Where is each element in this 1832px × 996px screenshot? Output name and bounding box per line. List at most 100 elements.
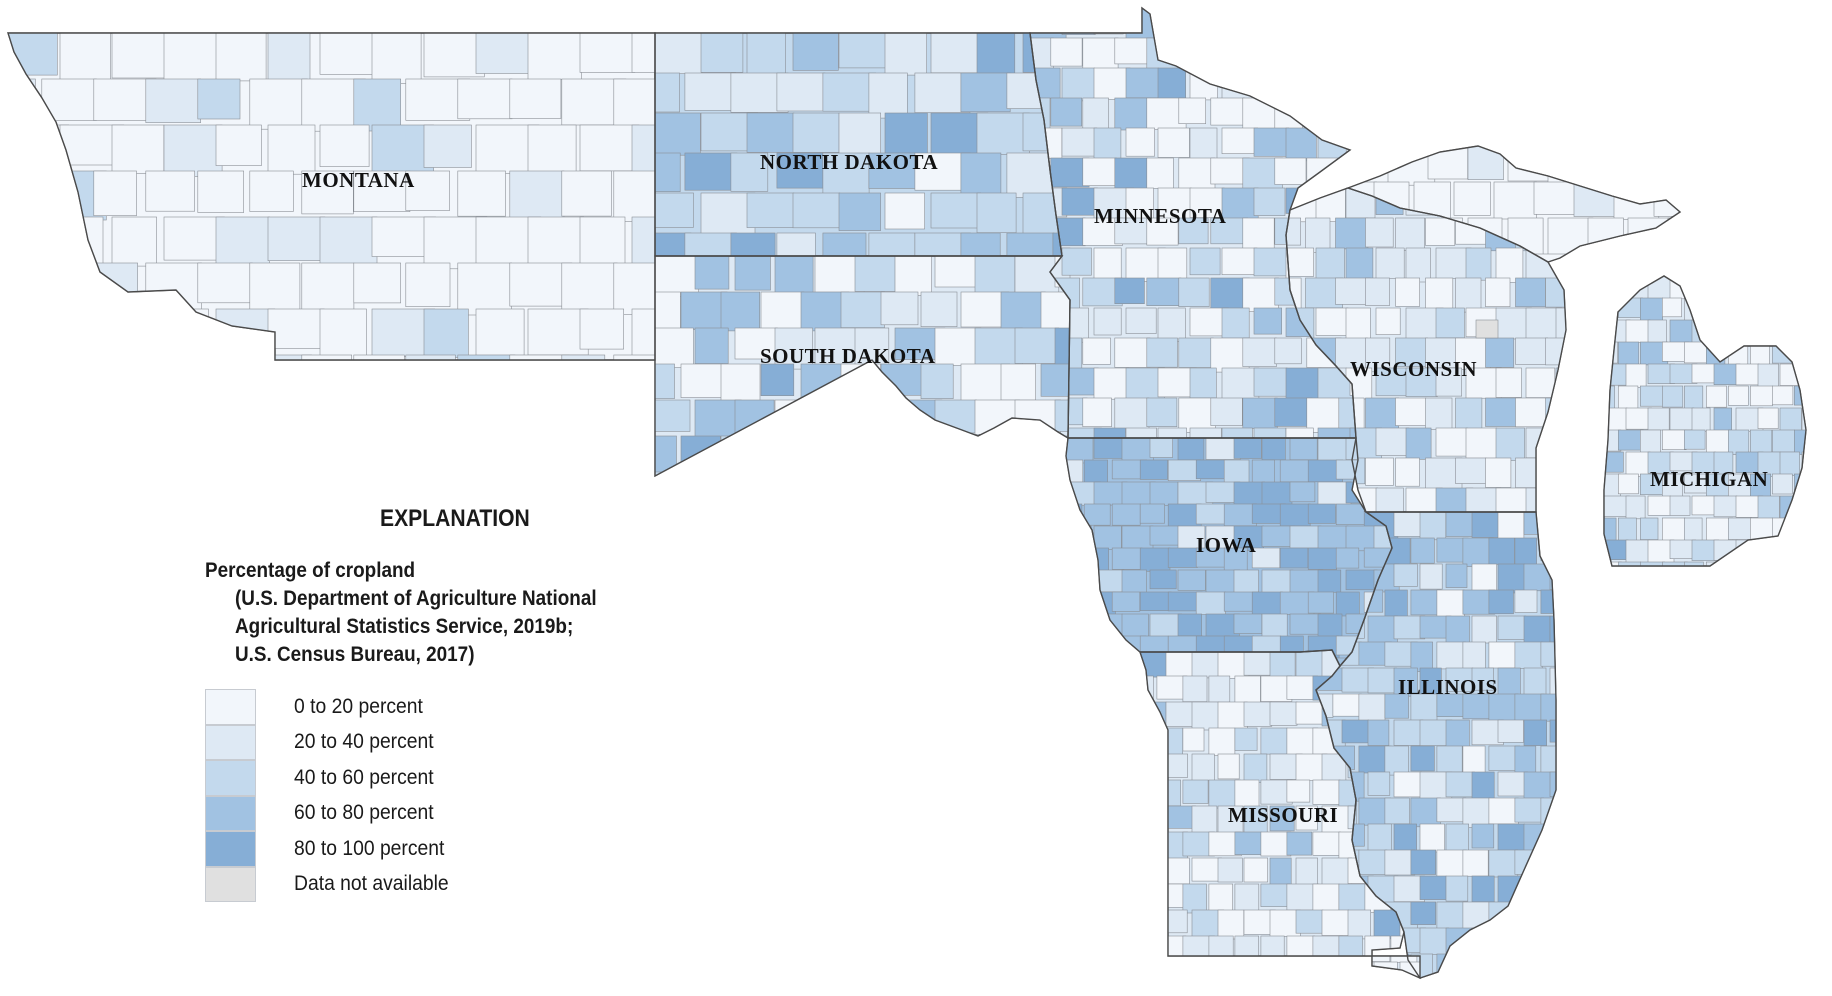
state-label-iowa: IOWA <box>1196 533 1257 557</box>
county <box>1338 37 1356 68</box>
county <box>527 33 582 80</box>
county <box>1540 537 1556 561</box>
county <box>1462 797 1491 828</box>
county <box>880 435 916 474</box>
county <box>976 192 1017 234</box>
county <box>1540 849 1556 880</box>
county <box>1157 67 1187 101</box>
county <box>1178 337 1214 368</box>
county <box>1410 849 1437 875</box>
county <box>1667 217 1680 258</box>
county <box>1662 561 1688 566</box>
county <box>1365 457 1394 486</box>
county <box>1253 367 1288 397</box>
county <box>1223 503 1257 527</box>
county <box>1779 363 1804 386</box>
county <box>1189 247 1221 276</box>
county <box>1545 457 1566 489</box>
county <box>1066 613 1099 635</box>
county <box>1667 146 1680 185</box>
county <box>1321 961 1352 978</box>
county <box>1125 127 1155 157</box>
county <box>1523 927 1547 958</box>
county <box>1549 927 1556 954</box>
county <box>655 112 701 156</box>
county <box>1111 591 1141 612</box>
county <box>934 471 981 476</box>
county <box>1349 8 1356 38</box>
county <box>1178 37 1215 64</box>
county <box>655 72 680 113</box>
county <box>1251 547 1281 569</box>
county <box>1191 753 1215 782</box>
state-border-michigan-lp <box>1603 275 1807 567</box>
county <box>1178 157 1216 192</box>
legend-item: 0 to 20 percent <box>205 689 765 725</box>
county <box>1061 67 1095 102</box>
county <box>720 291 761 332</box>
county <box>145 78 202 123</box>
county <box>59 216 104 265</box>
county <box>8 170 48 220</box>
county <box>1286 247 1315 277</box>
county <box>1779 539 1799 563</box>
county <box>1772 473 1793 495</box>
county <box>1156 935 1187 962</box>
county <box>249 170 294 212</box>
county <box>1242 97 1280 129</box>
county <box>1425 277 1454 311</box>
county <box>720 435 757 475</box>
county <box>1684 341 1708 364</box>
county <box>1525 307 1562 340</box>
legend-item: 40 to 60 percent <box>205 760 765 796</box>
county <box>1533 181 1579 215</box>
county <box>1485 277 1511 308</box>
county <box>1625 363 1647 388</box>
county <box>694 471 745 476</box>
county <box>1757 495 1780 520</box>
county <box>1625 539 1650 565</box>
county <box>1125 307 1157 334</box>
county <box>1706 385 1727 408</box>
county <box>894 471 936 476</box>
county <box>1014 471 1059 476</box>
county <box>1349 67 1356 98</box>
county <box>684 72 736 111</box>
county <box>1307 591 1334 614</box>
county <box>1317 8 1356 38</box>
county <box>1467 146 1504 181</box>
state-label-south-dakota: SOUTH DAKOTA <box>760 344 936 368</box>
county <box>1338 883 1368 915</box>
county <box>1140 753 1167 782</box>
county <box>631 308 655 358</box>
county <box>1140 857 1165 888</box>
legend-item: 20 to 40 percent <box>205 724 765 760</box>
county <box>1289 438 1318 461</box>
county <box>1210 217 1249 245</box>
county <box>1165 650 1196 679</box>
county <box>1146 37 1179 73</box>
county <box>1083 591 1116 617</box>
county <box>1367 667 1397 694</box>
county <box>1465 487 1502 512</box>
county <box>457 354 516 360</box>
county <box>163 33 218 86</box>
county <box>1061 8 1096 35</box>
county <box>680 435 721 470</box>
county <box>1149 569 1177 590</box>
county <box>1662 517 1686 542</box>
county <box>1728 297 1754 322</box>
county <box>267 33 311 85</box>
county <box>1471 563 1498 594</box>
county <box>41 78 97 121</box>
county <box>1121 569 1147 596</box>
county <box>774 399 815 438</box>
county <box>1465 427 1498 459</box>
county <box>1233 613 1263 634</box>
county <box>1285 427 1314 438</box>
county <box>1772 297 1796 319</box>
county <box>1338 935 1363 966</box>
county <box>8 216 55 263</box>
county <box>1436 797 1467 823</box>
county <box>1713 407 1733 432</box>
